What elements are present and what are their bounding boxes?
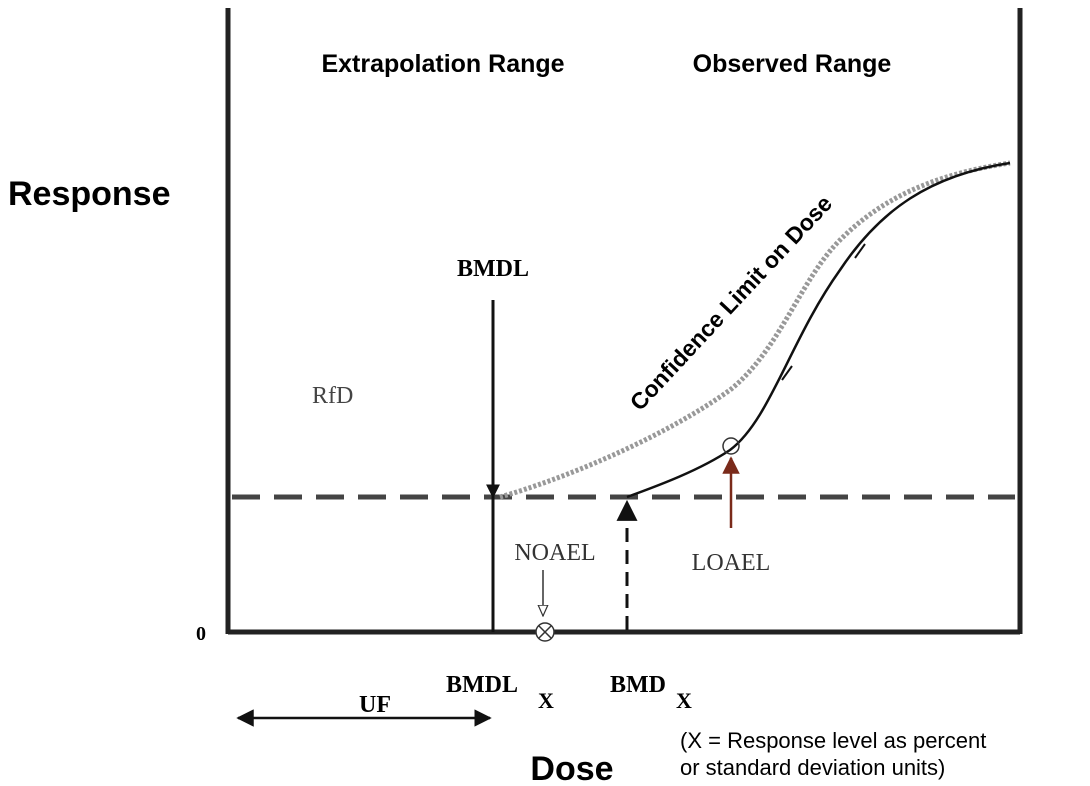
frame [225,8,1023,635]
bmd-x-label: BMD [610,672,666,698]
y-label: Response [8,175,171,213]
loael-point [722,437,740,455]
confidence-curve [499,160,1011,500]
bmd-x-sub: X [676,688,692,713]
note-line: (X = Response level as percent [680,728,986,753]
rfd-label: RfD [312,383,353,409]
loael-label: LOAEL [692,550,771,576]
left-range: Extrapolation Range [321,50,564,78]
bmdl-label: BMDL [457,256,529,282]
uf-label: UF [359,692,391,718]
confidence-label: Confidence Limit on Dose [625,190,837,415]
x-label: Dose [530,750,613,786]
curve-ticks [781,243,866,381]
bmdl-x-label: BMDL [446,672,518,698]
response-curve [626,161,1011,499]
bmdl-x-sub: X [538,688,554,713]
note-line: or standard deviation units) [680,755,945,780]
right-range: Observed Range [693,50,892,78]
origin-label: 0 [196,623,206,645]
noael-point [535,622,555,642]
noael-label: NOAEL [514,540,595,566]
